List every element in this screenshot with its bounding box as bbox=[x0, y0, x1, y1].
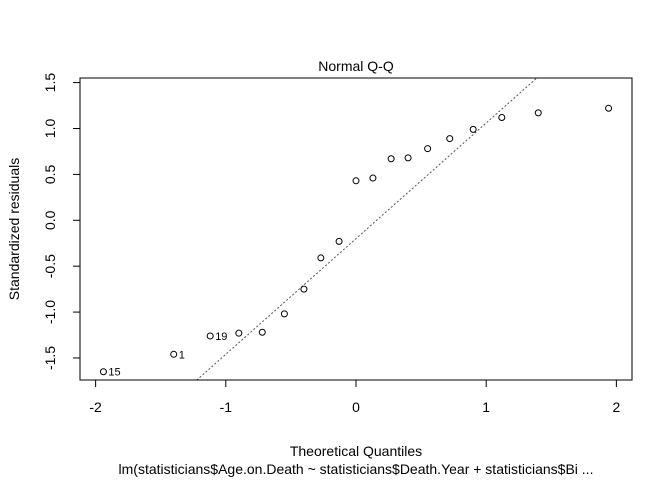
x-tick-label: -2 bbox=[89, 399, 102, 415]
data-point bbox=[170, 350, 178, 358]
data-points bbox=[99, 104, 613, 376]
data-point bbox=[605, 104, 613, 112]
y-tick-label: 1.0 bbox=[42, 119, 58, 139]
x-tick-label: 2 bbox=[612, 399, 620, 415]
point-label: 15 bbox=[108, 367, 120, 379]
y-tick-label: -1.0 bbox=[42, 300, 58, 324]
data-point bbox=[352, 177, 360, 185]
reference-line bbox=[196, 78, 538, 380]
data-point bbox=[498, 113, 506, 121]
x-tick-label: 1 bbox=[482, 399, 490, 415]
x-axis-label: Theoretical Quantiles bbox=[290, 443, 422, 459]
y-axis-label: Standardized residuals bbox=[6, 158, 22, 300]
y-axis: -1.5 -1.0 -0.5 0.0 0.5 1.0 1.5 bbox=[42, 73, 81, 370]
y-tick-label: 1.5 bbox=[42, 73, 58, 93]
x-tick-label: -1 bbox=[220, 399, 233, 415]
data-point bbox=[300, 285, 308, 293]
y-tick-label: -0.5 bbox=[42, 254, 58, 278]
data-point bbox=[404, 154, 412, 162]
y-tick-label: 0.0 bbox=[42, 210, 58, 230]
data-point bbox=[387, 155, 395, 163]
data-point bbox=[317, 254, 325, 262]
x-tick-label: 0 bbox=[352, 399, 360, 415]
data-point bbox=[99, 368, 107, 376]
data-point bbox=[335, 237, 343, 245]
x-axis: -2 -1 0 1 2 bbox=[89, 379, 620, 415]
point-label: 1 bbox=[179, 349, 185, 361]
plot-frame bbox=[79, 77, 633, 381]
data-point bbox=[258, 328, 266, 336]
data-point bbox=[206, 332, 214, 340]
y-tick-label: -1.5 bbox=[42, 346, 58, 370]
data-point bbox=[424, 145, 432, 153]
data-point bbox=[280, 310, 288, 318]
chart-title: Normal Q-Q bbox=[318, 58, 394, 74]
model-formula-caption: lm(statisticians$Age.on.Death ~ statisti… bbox=[119, 461, 594, 477]
data-point bbox=[235, 329, 243, 337]
data-point bbox=[369, 174, 377, 182]
y-tick-label: 0.5 bbox=[42, 164, 58, 184]
point-labels: 15 1 19 bbox=[108, 331, 227, 379]
data-point bbox=[534, 109, 542, 117]
point-label: 19 bbox=[215, 331, 227, 343]
data-point bbox=[469, 125, 477, 133]
data-point bbox=[446, 135, 454, 143]
